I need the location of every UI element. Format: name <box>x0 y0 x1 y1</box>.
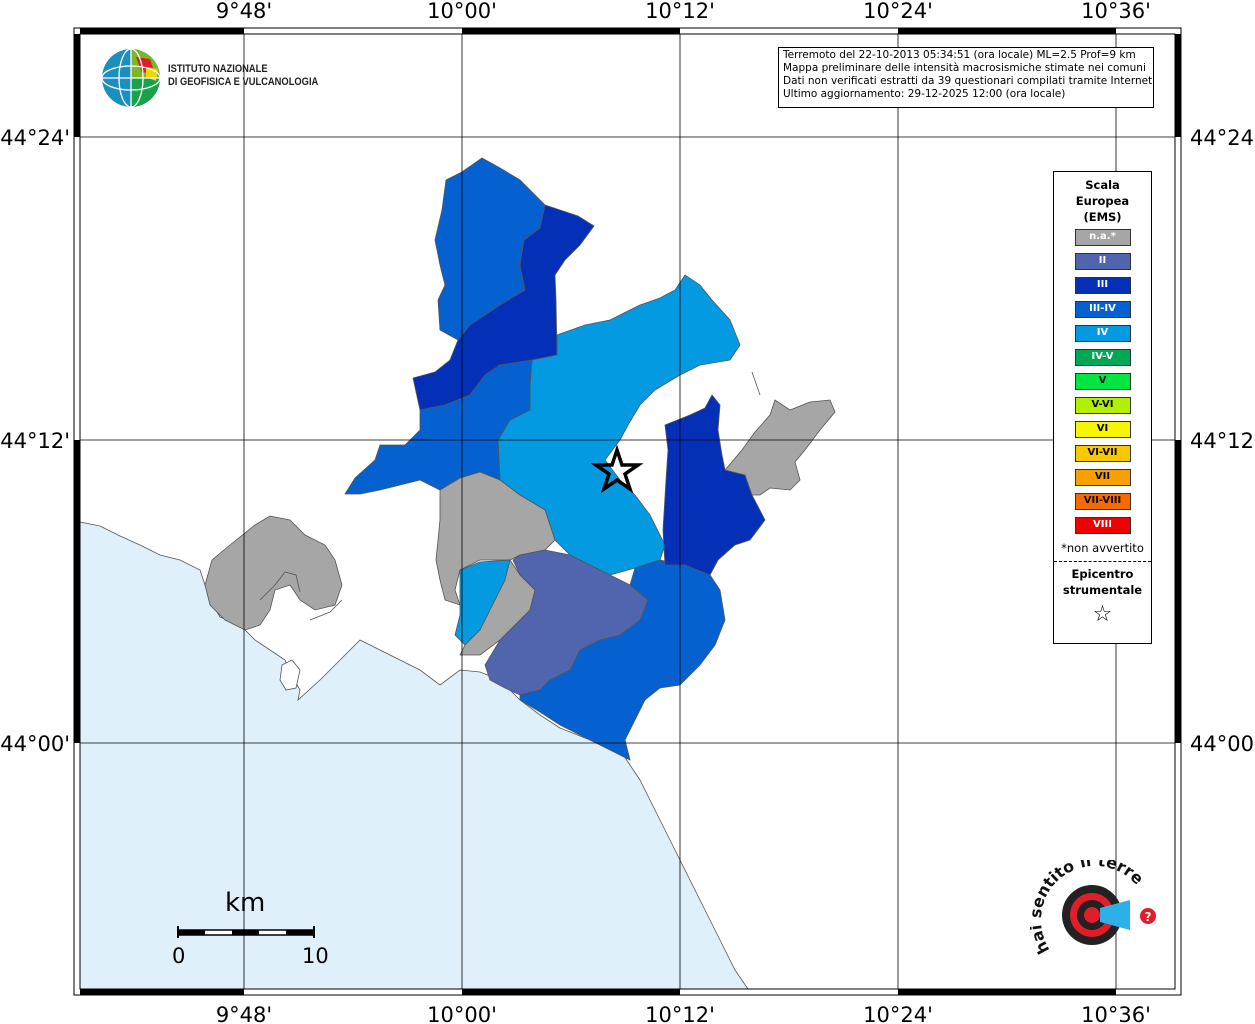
legend-separator <box>1054 561 1151 562</box>
bottom-tick: 10°24' <box>863 1003 933 1024</box>
frame-bars <box>74 28 1181 995</box>
legend-item-iii-iv: III-IV <box>1074 301 1131 318</box>
bottom-tick: 10°00' <box>427 1003 497 1024</box>
logo-text: ISTITUTO NAZIONALE DI GEOFISICA E VULCAN… <box>168 63 318 89</box>
legend-item-v-vi: V-VI <box>1074 397 1131 414</box>
logo-line-2: DI GEOFISICA E VULCANOLOGIA <box>168 76 319 88</box>
legend-item-vi-vii: VI-VII <box>1074 445 1131 462</box>
info-line-3: Dati non verificati estratti da 39 quest… <box>783 75 1154 87</box>
legend-item-viii: VIII <box>1074 517 1131 534</box>
legend-item-vi: VI <box>1074 421 1131 438</box>
legend-item-iv-v: IV-V <box>1074 349 1131 366</box>
legend-na-note: *non avvertito <box>1061 541 1144 555</box>
scale-bar <box>177 926 315 938</box>
bottom-tick-labels: 9°48' 10°00' 10°12' 10°24' 10°36' <box>216 1003 1151 1024</box>
info-line-4: Ultimo aggiornamento: 29-12-2025 12:00 (… <box>783 88 1066 100</box>
legend-item-vii-viii: VII-VIII <box>1074 493 1131 510</box>
legend-title-line-1: Scala <box>1085 178 1120 192</box>
logo-line-1: ISTITUTO NAZIONALE <box>168 63 268 75</box>
info-line-1: Terremoto del 22-10-2013 05:34:51 (ora l… <box>783 49 1136 61</box>
ingv-logo <box>100 47 162 113</box>
top-tick-labels: 9°48' 10°00' 10°12' 10°24' 10°36' <box>216 0 1151 23</box>
bottom-tick: 9°48' <box>216 1003 272 1024</box>
graticule <box>80 34 1175 989</box>
top-tick: 10°24' <box>863 0 933 23</box>
coast-detail <box>259 371 761 621</box>
hai-sentito-badge: ? hai sentito il terremoto.it www. <box>1030 860 1156 957</box>
top-tick: 10°00' <box>427 0 497 23</box>
left-tick: 44°24' <box>0 126 70 150</box>
svg-text:?: ? <box>1145 910 1152 924</box>
legend-items: n.a.* II III III-IV IV IV-V V V-VI VI VI… <box>1054 229 1151 534</box>
legend-title-line-2: Europea <box>1075 194 1130 208</box>
event-info-box: Terremoto del 22-10-2013 05:34:51 (ora l… <box>778 47 1154 108</box>
legend-item-iii: III <box>1074 277 1131 294</box>
legend-title-line-3: (EMS) <box>1083 210 1122 224</box>
legend-epicenter-line-1: Epicentro <box>1071 567 1134 581</box>
region-iii-iv-south <box>519 559 726 761</box>
region-na-island <box>279 659 301 691</box>
scale-min-label: 0 <box>172 944 186 968</box>
left-tick: 44°00' <box>0 732 70 756</box>
legend-item-na: n.a.* <box>1074 229 1131 246</box>
region-na-west <box>204 515 343 631</box>
legend-item-vii: VII <box>1074 469 1131 486</box>
top-tick: 9°48' <box>216 0 272 23</box>
top-tick: 10°36' <box>1081 0 1151 23</box>
epicenter-star-icon <box>590 444 644 494</box>
legend-epicenter-line-2: strumentale <box>1062 583 1143 597</box>
scale-max-label: 10 <box>302 944 329 968</box>
legend-title: Scala Europea (EMS) <box>1054 177 1151 225</box>
top-tick: 10°12' <box>645 0 715 23</box>
legend-star-icon: ☆ <box>1092 602 1113 627</box>
scale-unit: km <box>225 888 266 918</box>
left-tick: 44°12' <box>0 429 70 453</box>
right-tick: 44°12' <box>1190 429 1255 453</box>
info-line-2: Mappa preliminare delle intensità macros… <box>783 62 1146 74</box>
globe-logo-icon <box>101 48 161 108</box>
region-na-east <box>724 399 836 496</box>
sea-area <box>79 521 749 990</box>
legend-epicenter-title: Epicentro strumentale <box>1054 566 1151 598</box>
bottom-tick: 10°12' <box>645 1003 715 1024</box>
left-tick-labels: 44°24' 44°12' 44°00' <box>0 126 70 756</box>
legend-item-iv: IV <box>1074 325 1131 342</box>
right-tick: 44°24' <box>1190 126 1255 150</box>
ems-legend: Scala Europea (EMS) n.a.* II III III-IV … <box>1053 171 1152 644</box>
right-tick-labels: 44°24' 44°12' 44°00' <box>1190 126 1255 756</box>
right-tick: 44°00' <box>1190 732 1255 756</box>
legend-item-ii: II <box>1074 253 1131 270</box>
bottom-tick: 10°36' <box>1081 1003 1151 1024</box>
legend-item-v: V <box>1074 373 1131 390</box>
